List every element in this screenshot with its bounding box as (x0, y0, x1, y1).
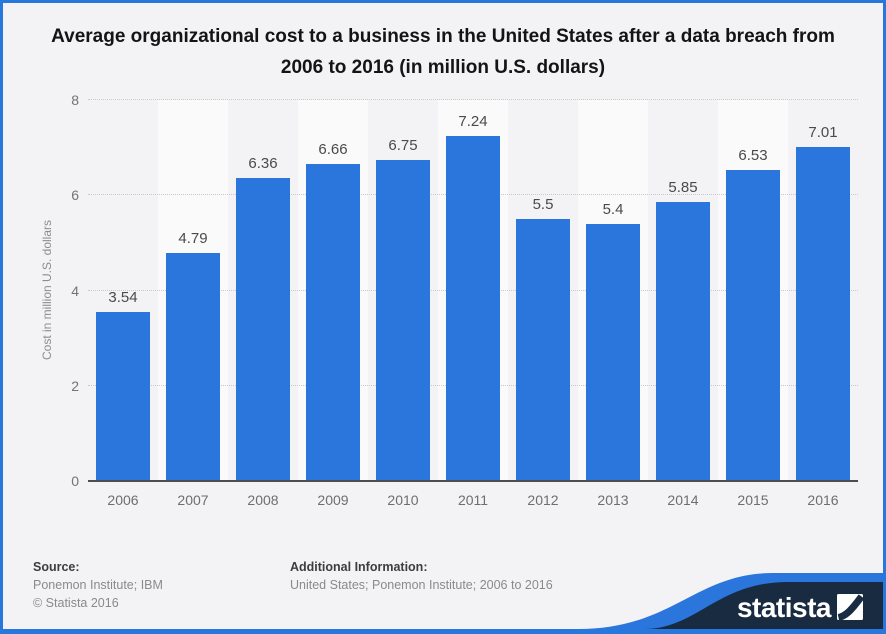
additional-info-label: Additional Information: (290, 560, 428, 574)
y-tick-0: 0 (71, 473, 79, 489)
bar-2014 (656, 202, 710, 481)
bar-stack: 5.85 (656, 100, 710, 481)
bar-stack: 7.01 (796, 100, 850, 481)
bar-2015 (726, 170, 780, 481)
source-label: Source: (33, 560, 80, 574)
bar-stack: 5.4 (586, 100, 640, 481)
x-label-2010: 2010 (387, 492, 419, 508)
additional-info-block: Additional Information: United States; P… (290, 558, 553, 594)
x-label-2013: 2013 (597, 492, 629, 508)
x-label-2016: 2016 (807, 492, 839, 508)
x-label-2008: 2008 (247, 492, 279, 508)
bar-stack: 5.5 (516, 100, 570, 481)
x-label-2007: 2007 (177, 492, 209, 508)
bar-stack: 6.36 (236, 100, 290, 481)
x-label-2006: 2006 (107, 492, 139, 508)
category-column-2009: 6.66 (298, 100, 368, 481)
bar-value-label: 5.5 (532, 196, 554, 214)
bar-value-label: 7.24 (458, 113, 488, 131)
y-tick-2: 2 (71, 377, 79, 394)
category-column-2007: 4.79 (158, 100, 228, 481)
statista-wordmark[interactable]: statista (736, 592, 832, 623)
category-column-2010: 6.75 (368, 100, 438, 481)
bar-2012 (516, 219, 570, 481)
bar-value-label: 6.75 (388, 136, 418, 154)
category-column-2016: 7.01 (788, 100, 858, 481)
bar-value-label: 7.01 (808, 124, 838, 142)
bar-value-label: 5.4 (602, 200, 624, 218)
bar-stack: 3.54 (96, 100, 150, 481)
statista-logo-icon[interactable] (837, 594, 863, 620)
bar-stack: 6.53 (726, 100, 780, 481)
x-label-2015: 2015 (737, 492, 769, 508)
plot-area: 3.54 4.79 6.36 6.66 6.75 7.24 5.5 5.4 5.85 6.53 7.… (88, 99, 858, 482)
bar-2010 (376, 159, 430, 481)
category-column-2013: 5.4 (578, 100, 648, 481)
bar-2013 (586, 223, 640, 481)
y-tick-6: 6 (71, 187, 79, 204)
bar-stack: 4.79 (166, 100, 220, 481)
bar-value-label: 6.66 (318, 140, 348, 158)
y-axis-ticks: 0 2 4 6 8 (33, 93, 79, 488)
source-text: Ponemon Institute; IBM (33, 578, 163, 592)
additional-info-text: United States; Ponemon Institute; 2006 t… (290, 578, 553, 592)
category-column-2015: 6.53 (718, 100, 788, 481)
x-axis-line (88, 480, 858, 482)
bar-stack: 6.75 (376, 100, 430, 481)
bar-value-label: 5.85 (668, 179, 698, 197)
category-column-2008: 6.36 (228, 100, 298, 481)
bar-2016 (796, 147, 850, 481)
x-label-2012: 2012 (527, 492, 559, 508)
x-label-2014: 2014 (667, 492, 699, 508)
source-block: Source: Ponemon Institute; IBM © Statist… (33, 558, 163, 612)
chart-title: Average organizational cost to a busines… (51, 26, 835, 78)
bar-stack: 6.66 (306, 100, 360, 481)
category-column-2006: 3.54 (88, 100, 158, 481)
bar-2009 (306, 163, 360, 481)
y-tick-8: 8 (71, 92, 79, 108)
bar-value-label: 6.36 (248, 155, 278, 173)
x-label-2011: 2011 (457, 492, 489, 508)
x-label-2009: 2009 (317, 492, 349, 508)
copyright-text: © Statista 2016 (33, 596, 119, 610)
x-axis-labels: 2006 2007 2008 2009 2010 2011 2012 2013 2014 2015… (88, 492, 858, 508)
bar-2008 (236, 178, 290, 481)
y-tick-4: 4 (71, 282, 79, 299)
bar-value-label: 6.53 (738, 147, 768, 165)
bar-2011 (446, 136, 500, 481)
bar-value-label: 3.54 (108, 289, 138, 307)
gridline-8 (88, 99, 858, 100)
category-column-2012: 5.5 (508, 100, 578, 481)
category-column-2014: 5.85 (648, 100, 718, 481)
bar-stack: 7.24 (446, 100, 500, 481)
category-column-2011: 7.24 (438, 100, 508, 481)
bar-2006 (96, 312, 150, 481)
bar-value-label: 4.79 (178, 229, 208, 247)
bar-2007 (166, 252, 220, 481)
